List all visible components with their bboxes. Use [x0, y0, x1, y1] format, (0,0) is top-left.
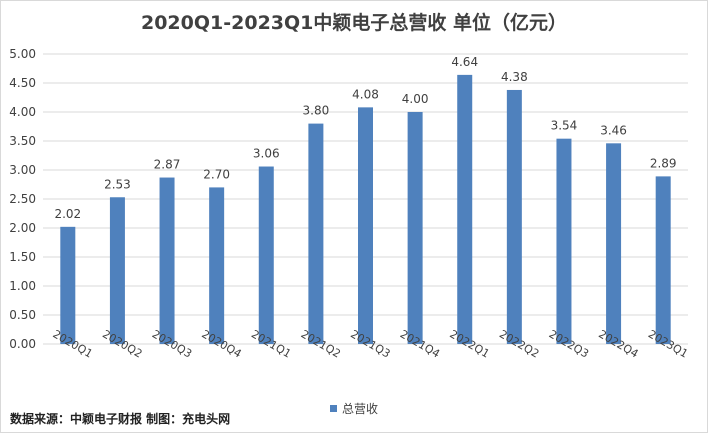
data-label: 4.64: [451, 55, 478, 69]
bar: [556, 138, 572, 344]
y-tick-label: 3.00: [9, 163, 36, 177]
bar: [655, 176, 671, 344]
legend: 总营收: [330, 400, 378, 417]
bar: [209, 187, 225, 344]
y-tick-label: 4.00: [9, 105, 36, 119]
data-label: 2.87: [154, 158, 181, 172]
y-tick-label: 2.00: [9, 221, 36, 235]
data-label: 3.80: [303, 104, 330, 118]
data-label: 3.46: [600, 123, 627, 137]
source-footer: 数据来源：中颖电子财报 制图：充电头网: [10, 412, 231, 426]
y-tick-label: 0.00: [9, 337, 36, 351]
y-tick-label: 2.50: [9, 192, 36, 206]
legend-swatch: [330, 405, 337, 412]
chart-title: 2020Q1-2023Q1中颖电子总营收 单位（亿元）: [140, 12, 567, 34]
data-label: 3.06: [253, 147, 280, 161]
bar: [457, 74, 473, 344]
data-label: 4.08: [352, 87, 379, 101]
data-label: 2.02: [54, 207, 81, 221]
y-tick-label: 5.00: [9, 47, 36, 61]
y-tick-label: 0.50: [9, 308, 36, 322]
data-label: 2.70: [203, 167, 230, 181]
data-label: 4.38: [501, 70, 528, 84]
bar: [258, 166, 274, 344]
data-label: 2.89: [650, 156, 677, 170]
data-label: 2.53: [104, 177, 131, 191]
data-label: 3.54: [551, 119, 578, 133]
legend-label: 总营收: [342, 402, 379, 416]
data-label: 4.00: [402, 92, 429, 106]
y-tick-label: 4.50: [9, 76, 36, 90]
bar: [308, 123, 324, 344]
y-tick-label: 1.00: [9, 279, 36, 293]
y-tick-label: 3.50: [9, 134, 36, 148]
bar: [606, 143, 622, 344]
bar-chart: 0.00 0.50 1.00 1.50 2.00 2.50 3.00 3.50 4.00 4.50…: [9, 47, 690, 361]
bar: [60, 226, 76, 344]
y-tick-label: 1.50: [9, 250, 36, 264]
bar: [506, 89, 522, 345]
bar: [407, 112, 423, 344]
bar: [159, 177, 175, 344]
bar: [358, 107, 373, 344]
bar: [109, 197, 125, 344]
